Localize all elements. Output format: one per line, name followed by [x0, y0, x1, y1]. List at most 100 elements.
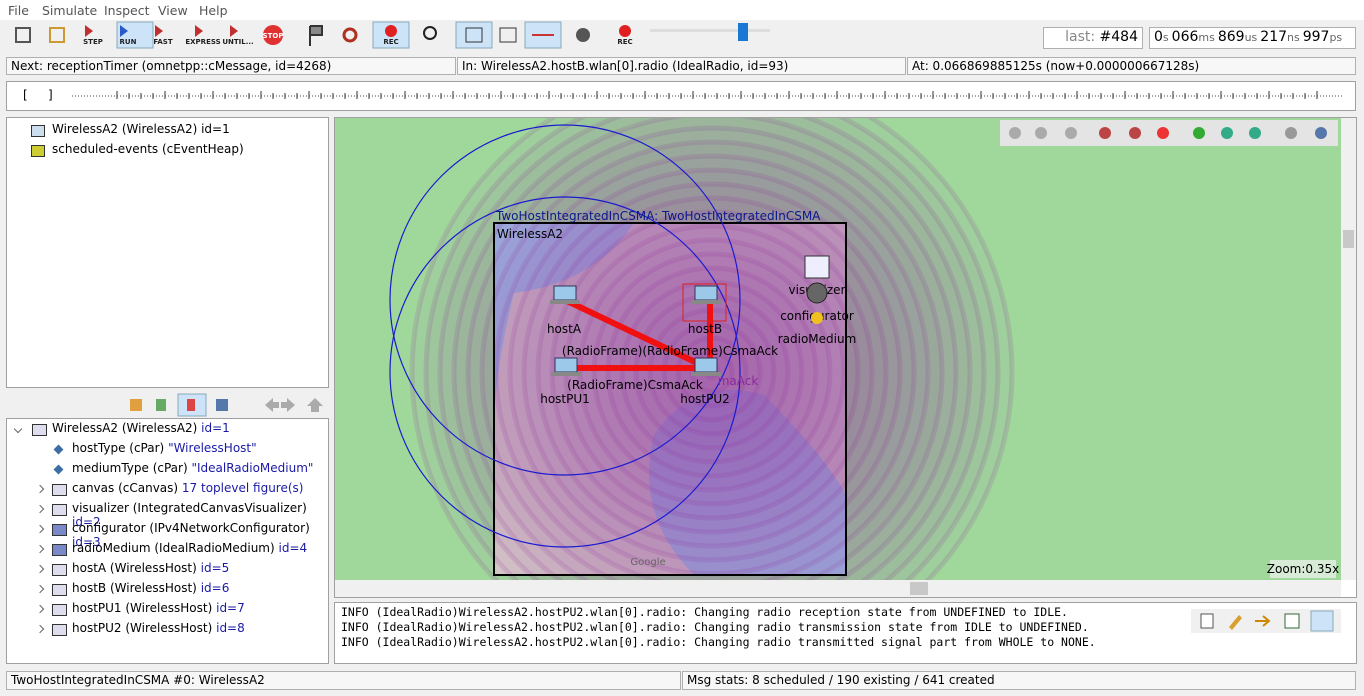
inspector-row: mediumType (cPar) "IdealRadioMedium": [72, 461, 313, 475]
node-label: hostPU1: [540, 392, 590, 406]
tool-label: STEP: [83, 38, 103, 46]
tool-label: RUN: [120, 38, 137, 46]
time-digits: 997: [1302, 29, 1330, 45]
time-digits: 0: [1154, 29, 1163, 45]
hscroll-thumb[interactable]: [910, 582, 928, 595]
item-detail: id=6: [200, 581, 230, 595]
tool-label: REC: [617, 38, 632, 46]
tool-label: EXPRESS: [185, 38, 220, 46]
node-label: hostB: [688, 322, 722, 336]
time-unit: ms: [1198, 31, 1215, 44]
tree-expander: [35, 584, 45, 594]
tool-icon[interactable]: [1255, 615, 1271, 627]
flag-icon: [309, 25, 323, 46]
tool-button[interactable]: [116, 21, 154, 49]
network-title: TwoHostIntegratedInCSMA: TwoHostIntegrat…: [495, 209, 821, 223]
tool-icon[interactable]: [216, 399, 228, 411]
tool-icon[interactable]: [156, 399, 166, 411]
range-circle: [389, 124, 741, 476]
canvas-tool[interactable]: [1157, 127, 1169, 139]
zoom-label: Zoom:0.35x: [1267, 562, 1339, 576]
canvas-tool[interactable]: [1221, 127, 1233, 139]
node-label: hostPU2: [680, 392, 730, 406]
tree-icon: [31, 125, 45, 137]
timeline-end: ]: [48, 88, 53, 102]
menu-item[interactable]: Simulate: [42, 3, 98, 18]
item-name: WirelessA2 (WirelessA2): [52, 421, 198, 435]
time-unit: s: [1162, 31, 1169, 44]
tool-icon[interactable]: [130, 399, 142, 411]
canvas-tool[interactable]: [1065, 127, 1077, 139]
host-icon: [553, 285, 577, 301]
menu-item[interactable]: Inspect: [104, 3, 150, 18]
nav-arrows[interactable]: [265, 398, 323, 412]
menu-item[interactable]: View: [158, 3, 188, 18]
tool-label: UNTIL...: [222, 38, 253, 46]
log-line: INFO (IdealRadio)WirelessA2.hostPU2.wlan…: [341, 635, 1096, 649]
canvas-tool[interactable]: [1009, 127, 1021, 139]
host-icon: [694, 285, 718, 301]
network-view: hostAhostBhostPU1hostPU2visualizerconfig…: [334, 69, 1357, 675]
canvas-tool[interactable]: [1315, 127, 1327, 139]
canvas-tool[interactable]: [1285, 127, 1297, 139]
visualizer-icon: [804, 255, 830, 279]
item-name: hostPU2 (WirelessHost): [72, 621, 213, 635]
host-icon-base: [691, 372, 721, 376]
canvas-tool[interactable]: [1249, 127, 1261, 139]
inspector-row: hostType (cPar) "WirelessHost": [72, 441, 257, 455]
tool-button[interactable]: [455, 21, 493, 49]
canvas-tool[interactable]: [1099, 127, 1111, 139]
tool-icon[interactable]: [1200, 613, 1214, 629]
canvas-tool[interactable]: [1129, 127, 1141, 139]
tool-icon[interactable]: [1284, 613, 1300, 629]
tool-label: FAST: [153, 38, 172, 46]
time-unit: ps: [1329, 31, 1343, 44]
message-label: maAck: [718, 374, 759, 388]
tool-label: REC: [383, 38, 398, 46]
hscroll: [335, 580, 1341, 597]
item-detail: id=7: [216, 601, 245, 615]
tree-expander: [35, 524, 45, 534]
item-detail: "IdealRadioMedium": [191, 461, 314, 475]
item-name: mediumType (cPar): [72, 461, 188, 475]
stop-icon: [263, 25, 283, 45]
rec-icon: [619, 25, 631, 37]
inspector-row: hostB (WirelessHost) id=6: [72, 581, 229, 595]
inspector-row: hostPU1 (WirelessHost) id=7: [72, 601, 245, 615]
menu-bar: File Simulate Inspect View Help: [0, 0, 1364, 20]
transmission-arrow: [563, 297, 714, 373]
item-name: hostB (WirelessHost): [72, 581, 197, 595]
module-icon: [32, 424, 47, 436]
module-icon: [52, 544, 67, 556]
item-name: hostA (WirelessHost): [72, 561, 197, 575]
tool-icon[interactable]: [187, 399, 195, 411]
run-icon: [120, 25, 128, 37]
canvas-tool[interactable]: [1193, 127, 1205, 139]
timeline-axis: [72, 91, 1342, 99]
tree-expander: [35, 604, 45, 614]
module-icon: [52, 584, 67, 596]
menu-item[interactable]: Help: [199, 3, 228, 18]
canvas-tool[interactable]: [1035, 127, 1047, 139]
item-detail: id=1: [201, 421, 230, 435]
item-detail: 17 toplevel figure(s): [181, 481, 304, 495]
time-digits: 066: [1171, 29, 1199, 45]
host-icon-base: [551, 372, 581, 376]
host-icon: [694, 357, 718, 373]
item-name: canvas (cCanvas): [72, 481, 179, 495]
vscroll-thumb[interactable]: [1343, 230, 1354, 248]
speed-thumb[interactable]: [738, 23, 748, 41]
tool-button[interactable]: [1310, 610, 1334, 632]
menu-item[interactable]: File: [8, 3, 29, 18]
inspector-toolbar: [130, 393, 323, 417]
tool-icon[interactable]: [1229, 615, 1242, 630]
item-detail: "WirelessHost": [168, 441, 257, 455]
log-toolbar: [1191, 609, 1341, 633]
param-icon: [53, 444, 64, 455]
counter-label: last:: [1065, 29, 1096, 45]
tool-icon: [49, 27, 65, 43]
host-icon-base: [550, 300, 580, 304]
item-detail: id=4: [278, 541, 308, 555]
tree-expander: [35, 564, 45, 574]
module-name: WirelessA2: [497, 227, 563, 241]
